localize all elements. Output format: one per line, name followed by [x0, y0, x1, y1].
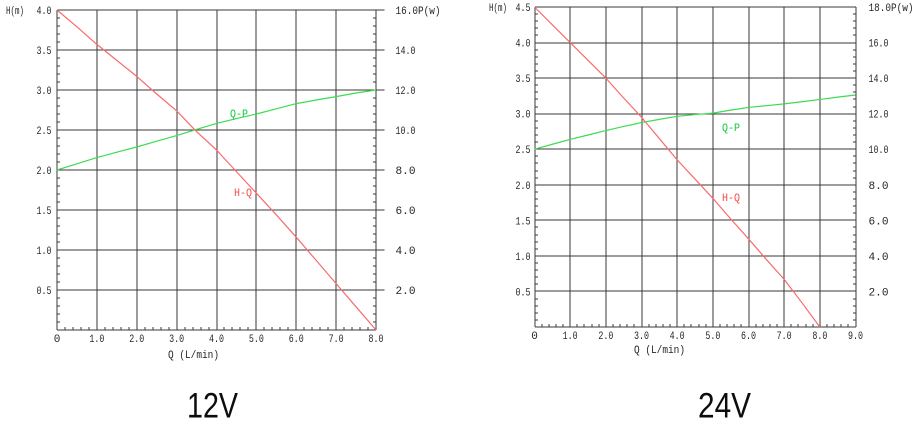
svg-text:24V: 24V — [698, 387, 752, 423]
svg-text:16.0: 16.0 — [869, 39, 889, 51]
svg-text:6.0: 6.0 — [289, 334, 304, 346]
svg-text:1.0: 1.0 — [516, 252, 531, 264]
svg-text:8.0: 8.0 — [812, 331, 827, 343]
svg-text:4.5: 4.5 — [516, 3, 531, 15]
svg-text:7.0: 7.0 — [329, 334, 344, 346]
svg-text:3.5: 3.5 — [37, 46, 52, 58]
svg-text:H(m): H(m) — [489, 3, 507, 15]
svg-text:1.5: 1.5 — [516, 216, 531, 228]
svg-text:Q (L/min): Q (L/min) — [634, 345, 685, 357]
svg-text:1.0: 1.0 — [563, 331, 578, 343]
svg-text:4.0: 4.0 — [396, 246, 416, 258]
svg-text:9.0: 9.0 — [848, 331, 863, 343]
svg-text:14.0: 14.0 — [869, 74, 889, 86]
svg-text:1.0: 1.0 — [89, 334, 104, 346]
svg-text:10.0: 10.0 — [396, 126, 416, 138]
svg-text:6.0: 6.0 — [869, 216, 889, 228]
svg-text:18.0P(w): 18.0P(w) — [869, 3, 914, 15]
svg-text:4.0: 4.0 — [37, 6, 52, 18]
svg-text:16.0P(w): 16.0P(w) — [396, 6, 441, 18]
svg-text:Q-P: Q-P — [722, 123, 740, 135]
svg-text:3.0: 3.0 — [516, 110, 531, 122]
svg-text:2.0: 2.0 — [516, 181, 531, 193]
svg-text:6.0: 6.0 — [741, 331, 756, 343]
svg-text:0: 0 — [531, 331, 538, 343]
svg-text:Q-P: Q-P — [230, 109, 248, 121]
svg-text:4.0: 4.0 — [516, 39, 531, 51]
svg-text:3.5: 3.5 — [516, 74, 531, 86]
svg-text:0.5: 0.5 — [516, 287, 531, 299]
svg-text:14.0: 14.0 — [396, 46, 416, 58]
svg-text:10.0: 10.0 — [869, 145, 889, 157]
svg-text:4.0: 4.0 — [869, 252, 889, 264]
svg-text:1.0: 1.0 — [37, 246, 52, 258]
svg-text:5.0: 5.0 — [705, 331, 720, 343]
svg-text:2.0: 2.0 — [869, 287, 889, 299]
svg-text:Q (L/min): Q (L/min) — [168, 350, 219, 362]
svg-text:8.0: 8.0 — [869, 181, 889, 193]
svg-text:H-Q: H-Q — [234, 188, 252, 200]
svg-text:2.0: 2.0 — [37, 166, 52, 178]
svg-text:8.0: 8.0 — [396, 166, 416, 178]
svg-text:0: 0 — [54, 334, 61, 346]
svg-text:H-Q: H-Q — [722, 193, 740, 205]
svg-text:3.0: 3.0 — [634, 331, 649, 343]
svg-text:4.0: 4.0 — [209, 334, 224, 346]
svg-text:2.5: 2.5 — [516, 145, 531, 157]
svg-text:3.0: 3.0 — [169, 334, 184, 346]
svg-text:3.0: 3.0 — [37, 86, 52, 98]
svg-text:7.0: 7.0 — [777, 331, 792, 343]
svg-text:2.0: 2.0 — [129, 334, 144, 346]
svg-text:6.0: 6.0 — [396, 206, 416, 218]
svg-text:1.5: 1.5 — [37, 206, 52, 218]
svg-text:8.0: 8.0 — [369, 334, 384, 346]
svg-text:2.0: 2.0 — [598, 331, 613, 343]
svg-text:2.0: 2.0 — [396, 286, 416, 298]
svg-text:H(m): H(m) — [6, 6, 24, 18]
svg-text:12V: 12V — [187, 387, 239, 423]
svg-text:2.5: 2.5 — [37, 126, 52, 138]
svg-text:4.0: 4.0 — [670, 331, 685, 343]
svg-text:5.0: 5.0 — [249, 334, 264, 346]
svg-text:12.0: 12.0 — [869, 110, 889, 122]
svg-text:0.5: 0.5 — [37, 286, 52, 298]
svg-text:12.0: 12.0 — [396, 86, 416, 98]
